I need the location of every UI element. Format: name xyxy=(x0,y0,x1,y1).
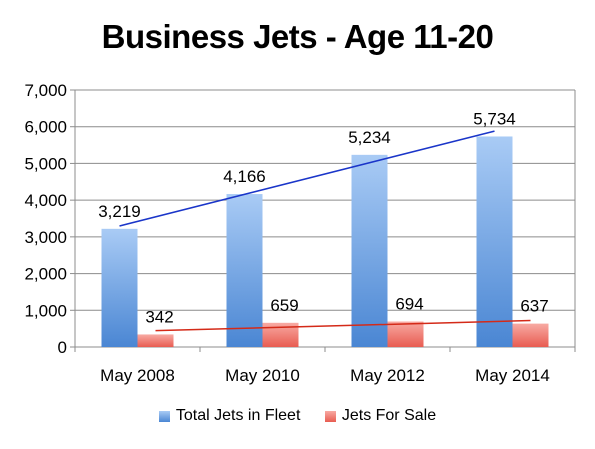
x-tick-label: May 2014 xyxy=(475,366,550,385)
data-label: 659 xyxy=(270,296,298,315)
trendline xyxy=(155,319,531,332)
legend: Total Jets in Fleet Jets For Sale xyxy=(0,407,595,427)
y-tick-label: 4,000 xyxy=(24,191,67,210)
data-label: 5,234 xyxy=(348,128,391,147)
x-tick-label: May 2010 xyxy=(225,366,300,385)
data-label: 694 xyxy=(395,295,423,314)
legend-label-total-jets: Total Jets in Fleet xyxy=(175,407,301,424)
data-label: 342 xyxy=(145,307,173,326)
trendline xyxy=(119,130,495,227)
y-tick-label: 1,000 xyxy=(24,301,67,320)
y-tick-label: 3,000 xyxy=(24,228,67,247)
bar xyxy=(137,334,174,347)
legend-label-jets-for-sale: Jets For Sale xyxy=(341,407,437,424)
legend-swatch-total-jets xyxy=(158,410,170,422)
data-label: 5,734 xyxy=(473,109,516,128)
x-tick-label: May 2012 xyxy=(350,366,425,385)
bar xyxy=(351,154,388,347)
bar xyxy=(476,136,513,347)
legend-item-total-jets: Total Jets in Fleet xyxy=(158,407,301,425)
y-tick-label: 0 xyxy=(58,338,67,357)
chart-title: Business Jets - Age 11-20 xyxy=(101,18,494,55)
y-tick-label: 5,000 xyxy=(24,154,67,173)
data-label: 3,219 xyxy=(98,202,141,221)
y-tick-label: 2,000 xyxy=(24,265,67,284)
bar xyxy=(101,228,138,347)
bar xyxy=(512,323,549,347)
y-tick-label: 7,000 xyxy=(24,81,67,100)
y-tick-label: 6,000 xyxy=(24,118,67,137)
legend-item-jets-for-sale: Jets For Sale xyxy=(324,407,437,425)
data-label: 4,166 xyxy=(223,167,266,186)
x-tick-label: May 2008 xyxy=(100,366,175,385)
data-label: 637 xyxy=(520,297,548,316)
legend-swatch-jets-for-sale xyxy=(324,410,336,422)
bar xyxy=(387,321,424,347)
bar xyxy=(226,194,263,347)
